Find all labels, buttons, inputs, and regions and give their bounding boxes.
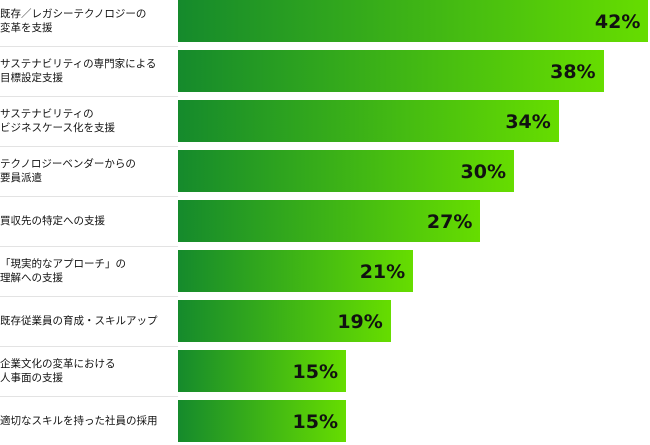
bar-row: 企業文化の変革における 人事面の支援 15%: [0, 350, 650, 400]
value-label: 42%: [594, 11, 641, 33]
bar-row: 買収先の特定への支援 27%: [0, 200, 650, 250]
bar: [178, 100, 559, 142]
bar: [178, 400, 346, 442]
bar: [178, 350, 346, 392]
separator: [0, 196, 178, 197]
value-label: 38%: [550, 61, 596, 83]
bar: [178, 300, 391, 342]
separator: [0, 296, 178, 297]
separator: [0, 396, 178, 397]
value-label: 34%: [505, 111, 551, 133]
bar: [178, 150, 514, 192]
category-label: サステナビリティの専門家による 目標設定支援: [0, 58, 157, 84]
bar: [178, 0, 649, 42]
category-label: 適切なスキルを持った社員の採用: [0, 415, 158, 427]
separator: [0, 346, 178, 347]
bar-row: サステナビリティの専門家による 目標設定支援 38%: [0, 50, 650, 100]
bar-row: テクノロジーベンダーからの 要員派遣 30%: [0, 150, 650, 200]
value-label: 15%: [292, 361, 338, 383]
bar-row: 「現実的なアプローチ」の 理解への支援 21%: [0, 250, 650, 300]
bar-row: 適切なスキルを持った社員の採用 15%: [0, 400, 650, 445]
bar-row: 既存／レガシーテクノロジーの 変革を支援 42%: [0, 0, 650, 50]
category-label: 既存／レガシーテクノロジーの 変革を支援: [0, 8, 147, 34]
bar-row: 既存従業員の育成・スキルアップ 19%: [0, 300, 650, 350]
bar: [178, 200, 481, 242]
separator: [0, 246, 178, 247]
bar-row: サステナビリティの ビジネスケース化を支援 34%: [0, 100, 650, 150]
bar: [178, 50, 604, 92]
value-label: 27%: [426, 211, 473, 233]
value-label: 15%: [292, 411, 338, 433]
category-label: 既存従業員の育成・スキルアップ: [0, 315, 158, 327]
category-label: 「現実的なアプローチ」の 理解への支援: [0, 258, 126, 284]
bar: [178, 250, 414, 292]
value-label: 30%: [460, 161, 506, 183]
category-label: 企業文化の変革における 人事面の支援: [0, 358, 116, 384]
category-label: テクノロジーベンダーからの 要員派遣: [0, 158, 136, 184]
separator: [0, 96, 178, 97]
category-label: 買収先の特定への支援: [0, 215, 105, 227]
separator: [0, 146, 178, 147]
separator: [0, 46, 178, 47]
value-label: 19%: [337, 311, 383, 333]
category-label: サステナビリティの ビジネスケース化を支援: [0, 108, 115, 134]
value-label: 21%: [359, 261, 406, 283]
